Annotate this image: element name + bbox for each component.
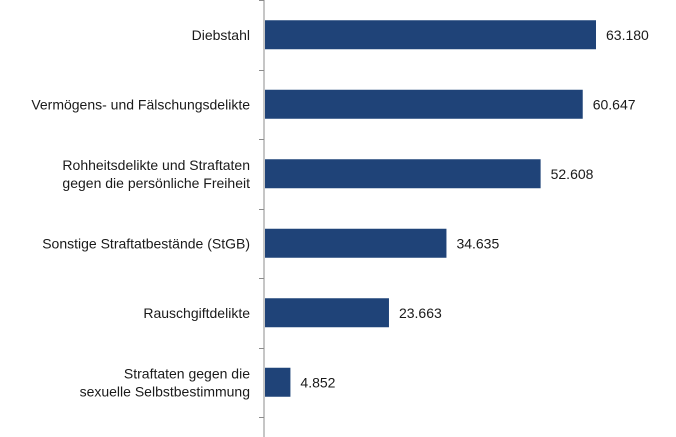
bar xyxy=(265,367,291,397)
bar xyxy=(265,89,583,119)
category-label: Straftaten gegen die sexuelle Selbstbesti… xyxy=(80,365,251,399)
category-label: Sonstige Straftatbestände (StGB) xyxy=(42,235,250,251)
value-label: 60.647 xyxy=(593,96,636,112)
bar xyxy=(265,20,596,50)
bars-group xyxy=(265,20,596,397)
category-label-line: Rohheitsdelikte und Straftaten xyxy=(62,157,250,173)
value-label: 4.852 xyxy=(300,374,335,390)
value-label: 63.180 xyxy=(606,27,649,43)
value-label: 23.663 xyxy=(399,305,442,321)
category-label-line: gegen die persönliche Freiheit xyxy=(62,175,250,191)
category-label: Diebstahl xyxy=(192,27,250,43)
category-label: Rohheitsdelikte und Straftaten gegen die … xyxy=(62,157,250,191)
category-label-line: Rauschgiftdelikte xyxy=(143,305,250,321)
category-label-line: sexuelle Selbstbestimmung xyxy=(80,383,250,399)
category-label: Rauschgiftdelikte xyxy=(143,305,250,321)
value-label: 52.608 xyxy=(551,166,594,182)
bar xyxy=(265,159,541,189)
category-label-line: Straftaten gegen die xyxy=(124,365,250,381)
category-label-line: Vermögens- und Fälschungsdelikte xyxy=(31,96,250,112)
category-label: Vermögens- und Fälschungsdelikte xyxy=(31,96,250,112)
bar xyxy=(265,228,447,258)
bar xyxy=(265,298,389,328)
labels-group: 63.180 Diebstahl 60.647 Vermögens- und Fäls… xyxy=(31,27,649,400)
category-label-line: Diebstahl xyxy=(192,27,250,43)
category-axis xyxy=(259,0,265,437)
value-label: 34.635 xyxy=(456,235,499,251)
category-label-line: Sonstige Straftatbestände (StGB) xyxy=(42,235,250,251)
